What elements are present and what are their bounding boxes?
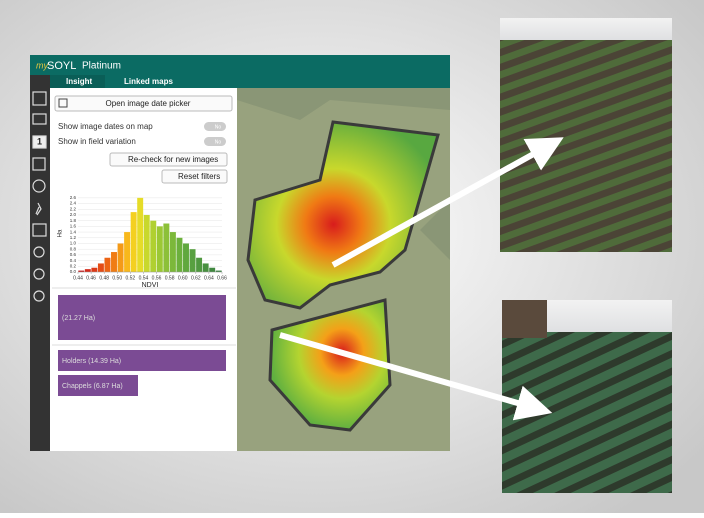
menu-bar — [50, 75, 450, 88]
bar — [111, 252, 117, 272]
x-tick-label: 0.64 — [204, 275, 214, 281]
x-tick-label: 0.54 — [139, 275, 149, 281]
y-tick-label: 0.4 — [70, 258, 77, 263]
menu-label[interactable]: Linked maps — [124, 77, 173, 86]
bar — [124, 232, 131, 272]
bar — [97, 263, 104, 272]
recheck-button[interactable] — [109, 152, 228, 167]
x-tick-label: 0.50 — [112, 275, 122, 281]
y-tick-label: 1.2 — [70, 235, 77, 240]
field-bar[interactable] — [58, 350, 226, 371]
field-upper[interactable] — [246, 120, 440, 310]
bar — [196, 257, 203, 272]
brand-prefix: my — [36, 60, 48, 70]
y-tick-label: 1.6 — [70, 224, 77, 229]
tool-column — [30, 75, 50, 451]
button-label[interactable]: Open image date picker — [106, 99, 191, 108]
bar — [169, 232, 176, 272]
x-tick-label: 0.66 — [217, 275, 227, 281]
field-bar[interactable] — [58, 295, 226, 340]
bar — [176, 237, 183, 272]
brand: SOYL — [47, 60, 76, 72]
bar — [202, 263, 209, 272]
bar — [163, 223, 170, 272]
y-tick-label: 1.8 — [70, 218, 77, 223]
button-label[interactable]: Re-check for new images — [128, 155, 218, 164]
y-tick-label: 0.0 — [70, 269, 77, 274]
field-label[interactable]: (21.27 Ha) — [62, 315, 95, 322]
x-tick-label: 0.44 — [73, 275, 83, 281]
toggle-state[interactable]: No — [215, 124, 222, 130]
photo-upper — [500, 18, 672, 252]
arrow — [279, 332, 553, 421]
bar — [156, 226, 163, 272]
bar — [143, 214, 150, 272]
field-bar[interactable] — [58, 375, 138, 396]
field-label[interactable]: Holders (14.39 Ha) — [62, 358, 121, 365]
y-axis-label: Ha — [58, 229, 64, 237]
field-label[interactable]: Chappels (6.87 Ha) — [62, 383, 123, 390]
bar — [130, 212, 137, 272]
y-tick-label: 2.4 — [70, 201, 77, 206]
toggle-label: Show image dates on map — [58, 122, 153, 131]
x-tick-label: 0.60 — [178, 275, 188, 281]
y-tick-label: 2.0 — [70, 212, 77, 217]
x-tick-label: 0.52 — [125, 275, 135, 281]
date-picker-button[interactable] — [54, 95, 233, 112]
calendar-icon — [58, 98, 68, 108]
bar — [183, 243, 189, 272]
tool-badge[interactable]: 1 — [37, 136, 42, 146]
y-tick-label: 0.8 — [70, 246, 77, 251]
y-tick-label: 0.6 — [70, 252, 77, 257]
x-tick-label: 0.62 — [191, 275, 201, 281]
bar — [137, 197, 144, 272]
edition: Platinum — [82, 61, 121, 72]
bar — [189, 249, 196, 272]
y-tick-label: 2.6 — [70, 195, 77, 200]
bar — [78, 270, 85, 272]
reset-button[interactable] — [161, 169, 228, 184]
arrow — [331, 137, 564, 268]
toggle[interactable] — [204, 122, 226, 131]
y-tick-label: 2.2 — [70, 206, 77, 211]
bar — [117, 243, 124, 272]
bar — [84, 269, 91, 272]
toggle[interactable] — [204, 137, 226, 146]
header — [30, 55, 450, 75]
x-tick-label: 0.56 — [152, 275, 162, 281]
toggle-state[interactable]: No — [215, 139, 222, 145]
y-tick-label: 1.4 — [70, 229, 77, 234]
bar — [104, 257, 111, 272]
bar — [209, 267, 216, 272]
tool-icons[interactable] — [32, 91, 47, 302]
y-tick-label: 1.0 — [70, 241, 77, 246]
toggle-label: Show in field variation — [58, 137, 136, 146]
y-tick-label: 0.2 — [70, 263, 77, 268]
menu-insight[interactable] — [50, 75, 105, 88]
photo-sky — [500, 18, 672, 40]
x-tick-label: 0.46 — [86, 275, 96, 281]
bar — [150, 220, 157, 272]
field-lower[interactable] — [268, 298, 392, 432]
menu-label[interactable]: Insight — [66, 77, 93, 86]
x-tick-label: 0.48 — [99, 275, 109, 281]
bar — [91, 267, 98, 272]
photo-trees — [502, 300, 547, 338]
button-label[interactable]: Reset filters — [178, 172, 220, 181]
bar — [215, 270, 222, 272]
histogram: 0.00.20.40.60.81.01.21.41.61.82.02.22.42… — [58, 195, 228, 289]
x-tick-label: 0.58 — [165, 275, 175, 281]
x-axis-label: NDVI — [142, 282, 159, 289]
